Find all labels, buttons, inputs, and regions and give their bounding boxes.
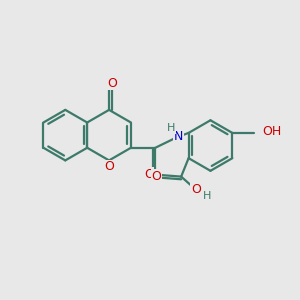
Text: N: N: [173, 130, 183, 143]
Text: O: O: [152, 170, 161, 183]
Text: O: O: [107, 76, 117, 90]
Text: H: H: [203, 191, 211, 201]
Text: O: O: [144, 168, 154, 181]
Text: OH: OH: [262, 125, 281, 138]
Text: O: O: [191, 183, 201, 196]
Text: O: O: [104, 160, 114, 173]
Text: H: H: [167, 124, 175, 134]
